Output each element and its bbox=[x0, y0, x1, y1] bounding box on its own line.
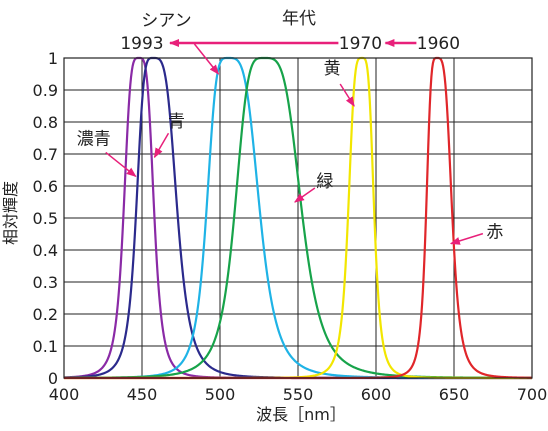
y-tick-label: 0 bbox=[48, 369, 58, 388]
year-label: 1993 bbox=[120, 34, 163, 54]
label-pointer bbox=[294, 187, 316, 203]
series-label: 緑 bbox=[316, 172, 333, 192]
year-label: 1970 bbox=[339, 34, 382, 54]
year-label: 1960 bbox=[417, 34, 460, 54]
x-tick-label: 450 bbox=[127, 385, 158, 404]
series-label: 濃青 bbox=[77, 129, 111, 149]
y-tick-label: 0.8 bbox=[33, 113, 58, 132]
x-tick-label: 700 bbox=[517, 385, 548, 404]
series-label: 赤 bbox=[486, 223, 503, 243]
y-tick-label: 0.2 bbox=[33, 305, 58, 324]
x-axis-label: 波長［nm］ bbox=[256, 405, 346, 424]
x-tick-label: 500 bbox=[205, 385, 236, 404]
tick-layer: 400 450 500 550 600 650 700 0 0.1 0.2 0.3 0.4 0.5 0.6… bbox=[33, 49, 548, 404]
y-tick-label: 1 bbox=[48, 49, 58, 68]
x-tick-label: 400 bbox=[49, 385, 80, 404]
y-tick-label: 0.1 bbox=[33, 337, 58, 356]
label-pointer bbox=[449, 232, 484, 245]
series-label: 青 bbox=[168, 112, 185, 132]
series-label: シアン bbox=[141, 11, 191, 31]
x-tick-label: 650 bbox=[439, 385, 470, 404]
label-pointer bbox=[193, 43, 220, 75]
label-pointer bbox=[339, 83, 355, 107]
y-tick-label: 0.6 bbox=[33, 177, 58, 196]
y-tick-label: 0.4 bbox=[33, 241, 58, 260]
series-label: 黄 bbox=[324, 59, 341, 79]
y-axis-label: 相対輝度 bbox=[1, 181, 20, 245]
y-tick-label: 0.5 bbox=[33, 209, 58, 228]
y-tick-label: 0.3 bbox=[33, 273, 58, 292]
label-pointer bbox=[105, 151, 137, 178]
era-title: 年代 bbox=[282, 9, 316, 29]
y-tick-label: 0.7 bbox=[33, 145, 58, 164]
x-tick-label: 600 bbox=[361, 385, 392, 404]
y-tick-label: 0.9 bbox=[33, 81, 58, 100]
plot-frame bbox=[63, 57, 533, 379]
label-pointer bbox=[153, 132, 170, 159]
frame-layer bbox=[63, 57, 533, 379]
x-tick-label: 550 bbox=[283, 385, 314, 404]
